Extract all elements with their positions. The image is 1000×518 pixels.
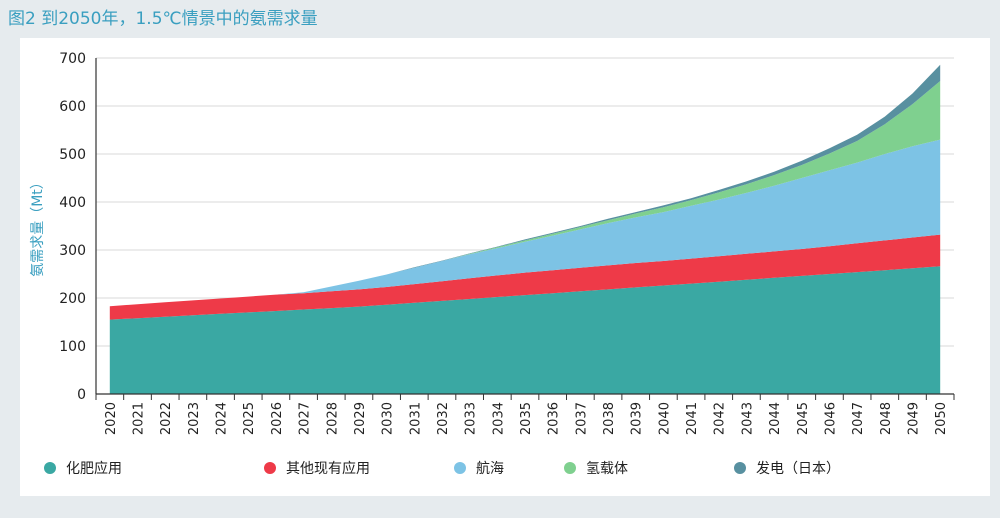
x-tick-label: 2023 [187, 402, 202, 435]
area-series-0 [109, 266, 941, 394]
x-tick-label: 2030 [381, 402, 396, 435]
x-tick-label: 2049 [906, 402, 921, 435]
y-tick-label: 0 [77, 387, 86, 403]
area-series-1 [109, 234, 941, 320]
chart-title: 图2 到2050年，1.5℃情景中的氨需求量 [8, 9, 318, 29]
x-tick-label: 2047 [851, 402, 866, 435]
legend-swatch [454, 462, 466, 474]
legend-item: 发电（日本） [734, 458, 840, 478]
x-tick-label: 2034 [491, 402, 506, 435]
y-tick-labels: 0 100 200 300 400 500 600 700 [59, 51, 86, 403]
x-tick-label: 2022 [159, 402, 174, 435]
y-tick-label: 600 [59, 99, 86, 115]
y-tick-label: 200 [59, 291, 86, 307]
x-tick-labels: 2020 2021 2022 2023 2024 2025 2026 2027 2028 2029… [104, 402, 949, 435]
x-tick-label: 2020 [104, 402, 119, 435]
x-tick-label: 2035 [519, 402, 534, 435]
area-series [109, 64, 941, 394]
y-tick-label: 400 [59, 195, 86, 211]
axes [95, 58, 955, 400]
legend-label: 航海 [476, 461, 504, 477]
x-tick-label: 2028 [325, 402, 340, 435]
legend-label: 发电（日本） [756, 461, 840, 477]
x-tick-label: 2039 [630, 402, 645, 435]
y-tick-label: 100 [59, 339, 86, 355]
legend-swatch [564, 462, 576, 474]
legend-swatch [44, 462, 56, 474]
x-tick-label: 2031 [408, 402, 423, 435]
x-tick-label: 2033 [464, 402, 479, 435]
x-tick-label: 2044 [768, 402, 783, 435]
x-tick-label: 2029 [353, 402, 368, 435]
legend-item: 其他现有应用 [264, 458, 370, 478]
x-tick-label: 2048 [879, 402, 894, 435]
x-tick-label: 2027 [298, 402, 313, 435]
legend-item: 航海 [454, 458, 504, 478]
x-tick-label: 2026 [270, 402, 285, 435]
x-tick-label: 2038 [602, 402, 617, 435]
x-tick-label: 2025 [242, 402, 257, 435]
x-tick-label: 2046 [823, 402, 838, 435]
x-tick-label: 2021 [132, 402, 147, 435]
legend-label: 其他现有应用 [286, 461, 370, 477]
y-tick-label: 500 [59, 147, 86, 163]
legend-swatch [264, 462, 276, 474]
x-tick-label: 2045 [796, 402, 811, 435]
y-tick-label: 700 [59, 51, 86, 67]
x-tick-label: 2043 [740, 402, 755, 435]
legend-label: 氢载体 [586, 461, 628, 477]
legend: 化肥应用 其他现有应用 航海 氢载体 发电（日本） [32, 458, 982, 482]
x-tick-label: 2037 [574, 402, 589, 435]
area-series-2 [109, 139, 941, 307]
legend-swatch [734, 462, 746, 474]
x-tick-label: 2050 [934, 402, 949, 435]
x-tick-label: 2040 [657, 402, 672, 435]
x-tick-label: 2041 [685, 402, 700, 435]
chart-panel: 0 100 200 300 400 500 600 700 2020 2021 2022 2023 2… [20, 38, 990, 496]
x-tick-label: 2036 [547, 402, 562, 435]
legend-item: 氢载体 [564, 458, 628, 478]
legend-label: 化肥应用 [66, 461, 122, 477]
y-axis-label: 氨需求量（Mt） [30, 175, 46, 277]
x-tick-label: 2042 [713, 402, 728, 435]
x-tick-label: 2032 [436, 402, 451, 435]
legend-item: 化肥应用 [44, 458, 122, 478]
x-tick-label: 2024 [215, 402, 230, 435]
y-tick-label: 300 [59, 243, 86, 259]
